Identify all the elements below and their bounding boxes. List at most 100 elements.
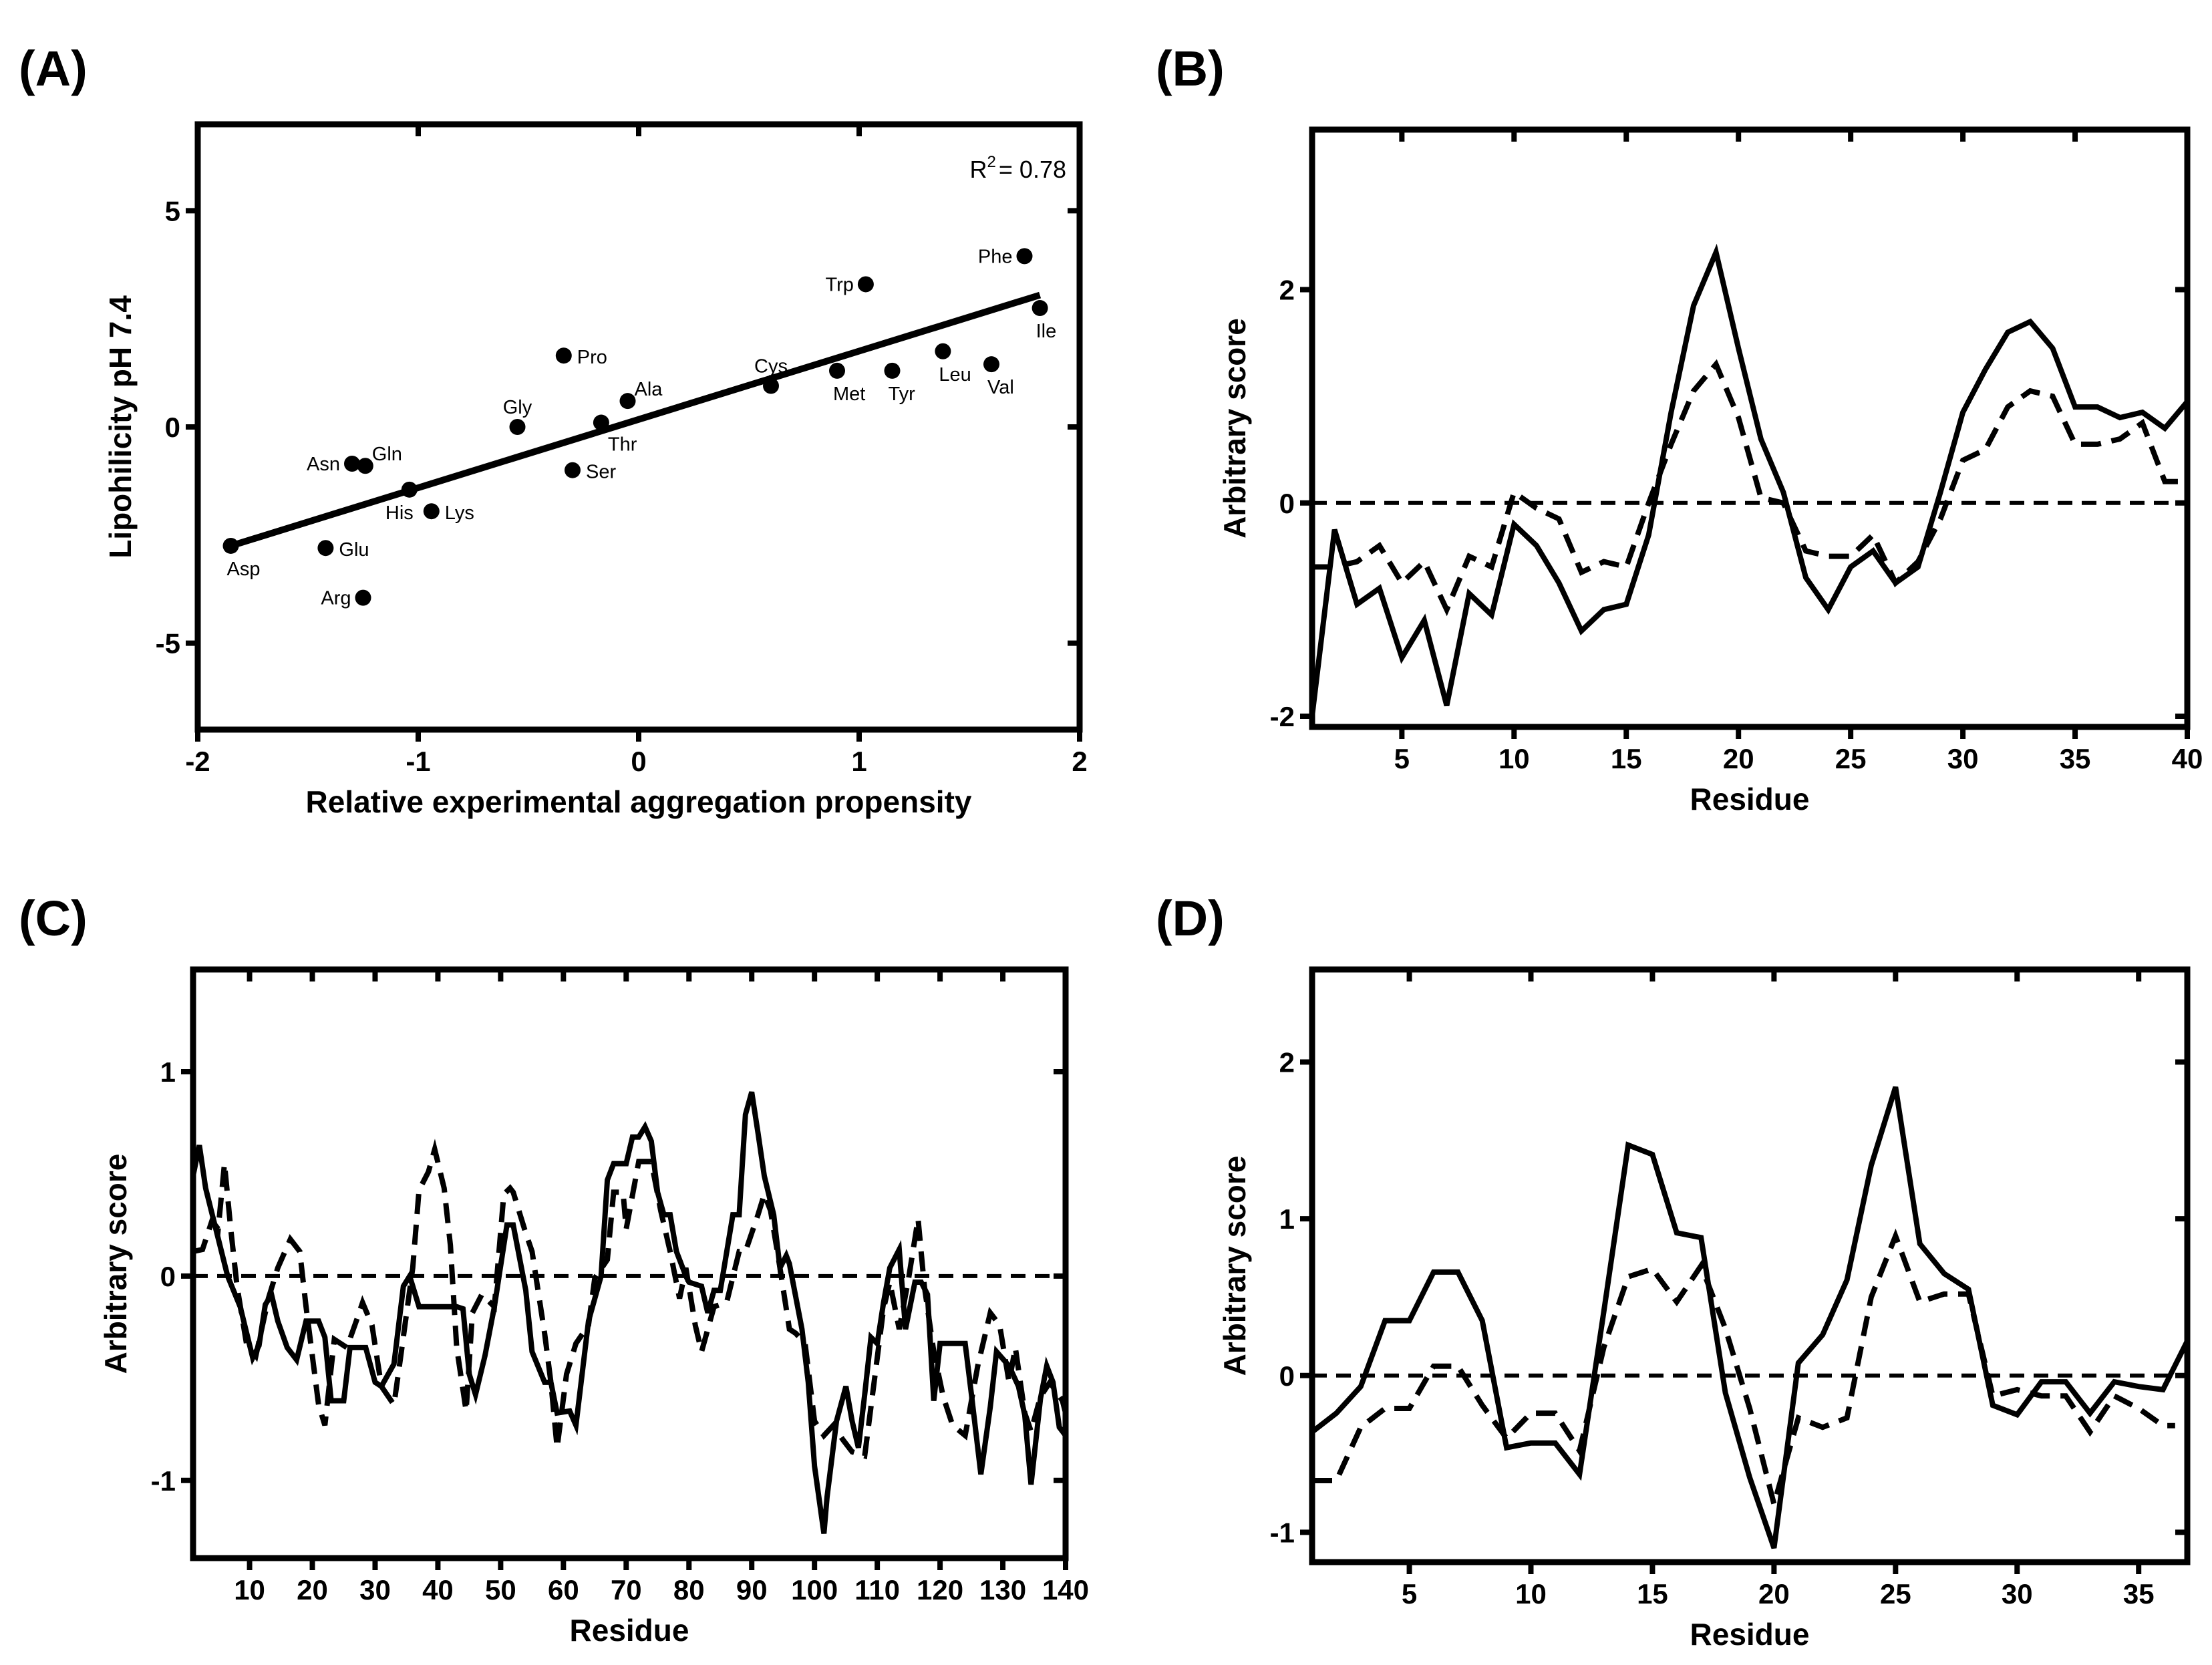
point-label: Glu [339,539,369,561]
x-tick-label: 20 [1723,743,1754,774]
y-tick-label: 2 [1279,274,1295,305]
point-label: Ser [586,462,616,483]
x-tick-label: 140 [1042,1574,1089,1606]
y-tick-label: 2 [1279,1046,1295,1078]
x-tick-label: 70 [611,1574,642,1606]
x-tick-label: 120 [917,1574,963,1606]
x-tick-label: 20 [297,1574,328,1606]
data-point [829,362,845,379]
x-axis-title: Residue [1690,782,1810,816]
x-tick-label: 30 [2002,1578,2033,1610]
data-point [423,503,440,520]
panel-a: (A) -2 -1 0 1 2 -5 0 5 Relative experimental aggr… [19,41,1088,819]
series-line-dashed [193,1139,1066,1460]
data-point [619,393,636,410]
regression-line [230,291,1042,549]
point-label: Asp [227,559,261,580]
x-tick-label: 60 [548,1574,579,1606]
data-point [565,462,581,478]
r-superscript: 2 [987,153,996,171]
y-tick-label: 5 [165,195,180,226]
data-point [935,343,951,359]
panel-label: (C) [19,891,88,946]
point-label: Trp [825,274,853,295]
data-point [1032,300,1048,317]
panel-label: (B) [1156,41,1225,96]
panel-d: (D) 5 10 15 20 25 30 35 -1 0 1 2 Residue Arbitrary sc… [1156,891,2191,1652]
data-point [222,537,239,554]
series-line-solid [193,1091,1066,1534]
data-point [555,347,572,364]
point-label: Cys [754,356,788,377]
y-tick-label: 0 [160,1261,176,1292]
point-label: Leu [939,364,971,386]
data-point [763,377,779,394]
panel-c: (C) 10 20 30 40 50 60 70 80 90 100 110 120 130 140 -1 0 1… [19,891,1089,1648]
x-axis-title: Residue [1690,1617,1810,1652]
data-point [344,456,360,472]
y-tick-label: -1 [151,1465,176,1497]
point-label: Met [833,384,865,405]
x-tick-label: 40 [2172,743,2203,774]
y-tick-label: 1 [1279,1203,1295,1235]
x-tick-label: 50 [485,1574,516,1606]
panel-label: (D) [1156,891,1225,946]
point-label: Gln [372,444,402,465]
x-tick-label: 1 [851,746,866,777]
data-point [401,481,418,498]
x-tick-label: 80 [673,1574,705,1606]
x-tick-label: 110 [854,1574,900,1606]
series-line-dashed [1312,359,2187,617]
x-tick-label: 130 [979,1574,1026,1606]
data-point [1016,248,1033,265]
y-axis-title: Lipohilicity pH 7.4 [103,295,138,559]
series-line-dashed [1312,1228,2175,1515]
x-tick-label: 35 [2123,1578,2155,1610]
data-point [357,458,373,474]
plot-frame [1309,966,2191,1565]
data-point [317,540,334,557]
y-tick-label: -5 [156,628,180,659]
plot-frame [194,121,1083,733]
point-label: Asn [307,454,340,475]
data-point [857,276,874,293]
x-tick-label: -2 [185,746,210,777]
r-symbol: R [970,156,987,183]
plot-frame [1309,126,2191,730]
y-tick-label: -2 [1270,701,1295,732]
y-tick-label: 0 [165,412,180,443]
y-tick-label: 0 [1279,488,1295,519]
panel-b: (B) 5 10 15 20 25 30 35 40 -2 0 2 Residue Arbitrary s… [1156,41,2203,816]
x-tick-label: 10 [1498,743,1530,774]
x-tick-label: 25 [1880,1578,1911,1610]
point-label: Lys [445,502,474,524]
data-point [509,419,526,435]
series-line-solid [1312,243,2187,717]
point-label: Thr [608,434,637,456]
y-tick-label: 0 [1279,1360,1295,1392]
point-label: Ala [635,379,663,400]
y-tick-label: 1 [160,1056,176,1088]
x-tick-label: 2 [1072,746,1087,777]
r-value: = 0.78 [999,156,1066,183]
x-tick-label: 0 [631,746,646,777]
x-tick-label: 15 [1611,743,1642,774]
y-axis-title: Arbitrary score [1217,318,1252,539]
data-point [983,356,999,373]
data-point [593,414,609,431]
point-label: Gly [503,397,532,418]
panel-label: (A) [19,41,88,96]
x-tick-label: 15 [1637,1578,1668,1610]
data-point [355,589,371,606]
x-axis-title: Residue [570,1613,689,1648]
x-tick-label: 10 [1515,1578,1547,1610]
x-tick-label: 25 [1835,743,1867,774]
y-axis-title: Arbitrary score [98,1154,133,1374]
x-tick-label: 100 [791,1574,838,1606]
x-tick-label: 30 [1947,743,1979,774]
x-tick-label: 90 [736,1574,768,1606]
point-label: His [385,502,414,524]
point-label: Pro [577,347,607,368]
x-tick-label: 35 [2060,743,2091,774]
x-tick-label: 20 [1758,1578,1790,1610]
